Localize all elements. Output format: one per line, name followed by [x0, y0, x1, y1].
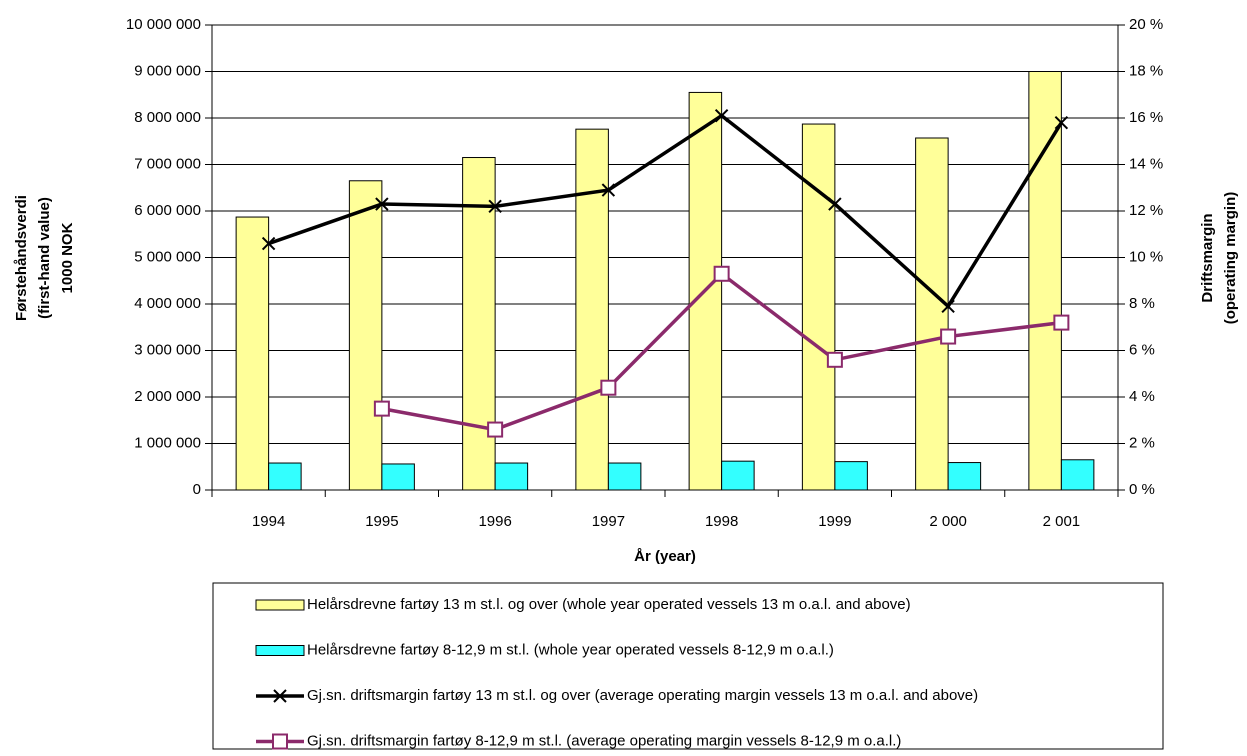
bar — [268, 462, 302, 491]
bar — [834, 461, 868, 491]
marker — [261, 236, 276, 251]
legend: Helårsdrevne fartøy 13 m st.l. og over (… — [212, 582, 1164, 750]
y2-tick-label: 8 % — [1129, 295, 1155, 312]
y-tick-label: 4 000 000 — [134, 295, 201, 312]
marker — [373, 400, 390, 417]
y-axis-title: 1000 NOK — [59, 222, 76, 293]
legend-box — [212, 582, 1164, 750]
bar — [494, 462, 529, 491]
marker — [272, 733, 288, 750]
x-tick-label: 2 000 — [929, 513, 967, 530]
y2-tick-label: 18 % — [1129, 62, 1163, 79]
y2-tick-label: 4 % — [1129, 388, 1155, 405]
y2-tick-label: 10 % — [1129, 248, 1163, 265]
marker — [273, 689, 287, 703]
marker — [713, 265, 730, 282]
bar — [1028, 71, 1062, 491]
bar — [348, 180, 383, 491]
y2-axis-title: (operating margin) — [1222, 192, 1239, 325]
bar — [915, 137, 949, 491]
marker — [828, 197, 842, 211]
bar — [235, 216, 270, 491]
y-axis-title: (first-hand value) — [36, 197, 53, 319]
marker — [488, 199, 502, 214]
legend-swatch — [255, 645, 305, 656]
y2-axis-title: Driftsmargin — [1199, 213, 1216, 302]
y-tick-label: 2 000 000 — [134, 388, 201, 405]
x-tick-label: 1995 — [365, 513, 398, 530]
x-tick-label: 1999 — [818, 513, 851, 530]
y-tick-label: 9 000 000 — [134, 62, 201, 79]
bar — [1060, 459, 1095, 491]
y2-tick-label: 0 % — [1129, 481, 1155, 498]
y-tick-label: 6 000 000 — [134, 202, 201, 219]
bar — [801, 123, 836, 491]
marker — [940, 328, 957, 345]
legend-label: Gj.sn. driftsmargin fartøy 13 m st.l. og… — [307, 687, 978, 704]
marker — [487, 421, 504, 438]
x-tick-label: 1998 — [705, 513, 738, 530]
x-axis-title: År (year) — [634, 548, 696, 565]
y-tick-label: 3 000 000 — [134, 341, 201, 358]
legend-swatch — [255, 599, 305, 611]
y-tick-label: 0 — [193, 481, 201, 498]
marker — [375, 197, 389, 211]
x-tick-label: 2 001 — [1043, 513, 1081, 530]
marker — [1053, 314, 1070, 331]
y2-tick-label: 16 % — [1129, 109, 1163, 126]
y-tick-label: 8 000 000 — [134, 109, 201, 126]
marker — [601, 183, 616, 197]
legend-label: Helårsdrevne fartøy 8-12,9 m st.l. (whol… — [307, 641, 834, 658]
bar — [947, 462, 982, 491]
bar — [607, 462, 642, 491]
bar — [381, 463, 415, 491]
legend-label: Gj.sn. driftsmargin fartøy 8-12,9 m st.l… — [307, 732, 901, 749]
marker — [826, 351, 843, 368]
line — [268, 113, 1063, 310]
marker — [1054, 115, 1069, 130]
marker — [714, 108, 729, 123]
x-tick-label: 1997 — [592, 513, 625, 530]
y2-tick-label: 6 % — [1129, 341, 1155, 358]
y2-tick-label: 2 % — [1129, 434, 1155, 451]
y-tick-label: 1 000 000 — [134, 434, 201, 451]
marker — [600, 379, 617, 396]
marker — [941, 299, 955, 314]
y2-tick-label: 14 % — [1129, 155, 1163, 172]
bar — [721, 460, 755, 491]
bar — [575, 128, 609, 491]
legend-label: Helårsdrevne fartøy 13 m st.l. og over (… — [307, 596, 911, 613]
y2-tick-label: 12 % — [1129, 202, 1163, 219]
y-tick-label: 10 000 000 — [126, 16, 201, 33]
y-axis-title: Førstehåndsverdi — [13, 195, 30, 321]
x-tick-label: 1994 — [252, 513, 285, 530]
x-tick-label: 1996 — [478, 513, 511, 530]
y-tick-label: 7 000 000 — [134, 155, 201, 172]
y-tick-label: 5 000 000 — [134, 248, 201, 265]
y2-tick-label: 20 % — [1129, 16, 1163, 33]
